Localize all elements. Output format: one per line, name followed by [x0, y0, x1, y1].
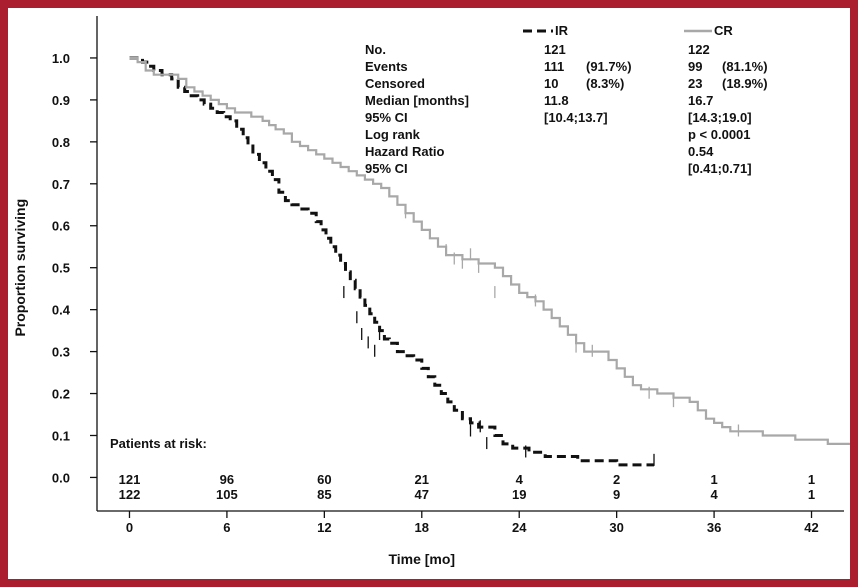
risk-count-cr: 1: [808, 487, 815, 502]
y-tick-label: 0.3: [52, 345, 70, 360]
stat-row-cr-value: [14.3;19.0]: [688, 110, 752, 125]
risk-count-ir: 21: [415, 472, 429, 487]
x-tick-label: 42: [804, 520, 818, 535]
x-tick-label: 12: [317, 520, 331, 535]
risk-count-ir: 96: [220, 472, 234, 487]
x-axis-title: Time [mo]: [388, 551, 455, 567]
curve-ir: [129, 56, 654, 467]
stat-row-ir-pct: (91.7%): [586, 59, 632, 74]
risk-count-ir: 4: [516, 472, 524, 487]
stat-row-label: 95% CI: [365, 110, 408, 125]
stat-row-ir-value: 111: [544, 59, 564, 74]
risk-count-cr: 47: [415, 487, 429, 502]
stat-row-cr-value: 16.7: [688, 93, 713, 108]
risk-count-cr: 105: [216, 487, 238, 502]
stat-row-ir-value: 10: [544, 76, 558, 91]
stat-row-cr-value: 99: [688, 59, 702, 74]
stat-row-ir-value: [10.4;13.7]: [544, 110, 608, 125]
stat-row-cr-pct: (81.1%): [722, 59, 768, 74]
curve-cr: [129, 56, 850, 445]
risk-count-cr: 122: [119, 487, 141, 502]
risk-count-ir: 1: [710, 472, 717, 487]
stat-row-cr-value: [0.41;0.71]: [688, 161, 752, 176]
statistics-table: IR CR No. 121 122 Events 111 (91.7%) 99 (81.1%) Ce…: [365, 23, 768, 176]
y-tick-label: 0.7: [52, 177, 70, 192]
stat-row-label: 95% CI: [365, 161, 408, 176]
y-tick-label: 0.1: [52, 428, 70, 443]
y-tick-label: 1.0: [52, 51, 70, 66]
survival-curves: [129, 56, 850, 467]
y-tick-label: 0.2: [52, 387, 70, 402]
x-tick-label: 24: [512, 520, 527, 535]
stat-row-ir-value: 11.8: [544, 93, 569, 108]
risk-count-ir: 60: [317, 472, 331, 487]
x-tick-label: 6: [223, 520, 230, 535]
y-tick-label: 0.8: [52, 135, 70, 150]
stat-row-label: No.: [365, 42, 386, 57]
risk-count-ir: 2: [613, 472, 620, 487]
risk-count-cr: 19: [512, 487, 526, 502]
legend-label-cr: CR: [714, 23, 733, 38]
stat-row-label: Log rank: [365, 127, 421, 142]
risk-count-cr: 85: [317, 487, 331, 502]
risk-count-cr: 4: [710, 487, 718, 502]
x-tick-label: 30: [609, 520, 623, 535]
axes: 0.00.10.20.30.40.50.60.70.80.91.00 6 12 18 2…: [12, 16, 844, 567]
stat-row-cr-value: p < 0.0001: [688, 127, 751, 142]
risk-count-cr: 9: [613, 487, 620, 502]
stat-row-ir-value: 121: [544, 42, 566, 57]
x-tick-label: 0: [126, 520, 133, 535]
stat-row-label: Hazard Ratio: [365, 144, 445, 159]
patients-at-risk-title: Patients at risk:: [110, 436, 207, 451]
stat-row-label: Median [months]: [365, 93, 469, 108]
stat-row-cr-value: 23: [688, 76, 702, 91]
stat-row-label: Events: [365, 59, 408, 74]
stat-row-ir-pct: (8.3%): [586, 76, 624, 91]
figure-frame: 0.0 0.1 0.2 0.3 0.4 0.5 0.6 0.7 0.8 0.9 1.0 0 6 12 18 2…: [8, 8, 850, 579]
y-tick-label: 0.0: [52, 470, 70, 485]
y-axis-title: Proportion surviving: [12, 199, 28, 337]
patients-at-risk: Patients at risk:12112296105608521474192…: [110, 436, 815, 502]
stat-row-cr-value: 0.54: [688, 144, 714, 159]
x-tick-label: 18: [415, 520, 429, 535]
x-tick-label: 36: [707, 520, 721, 535]
risk-count-ir: 121: [119, 472, 141, 487]
legend-label-ir: IR: [555, 23, 569, 38]
stat-row-cr-value: 122: [688, 42, 710, 57]
y-tick-label: 0.5: [52, 261, 70, 276]
stat-row-label: Censored: [365, 76, 425, 91]
y-tick-label: 0.9: [52, 93, 70, 108]
y-tick-label: 0.6: [52, 219, 70, 234]
y-tick-label: 0.4: [52, 303, 71, 318]
stat-row-cr-pct: (18.9%): [722, 76, 768, 91]
risk-count-ir: 1: [808, 472, 815, 487]
km-chart: 0.00.10.20.30.40.50.60.70.80.91.00 6 12 18 2…: [12, 16, 850, 567]
